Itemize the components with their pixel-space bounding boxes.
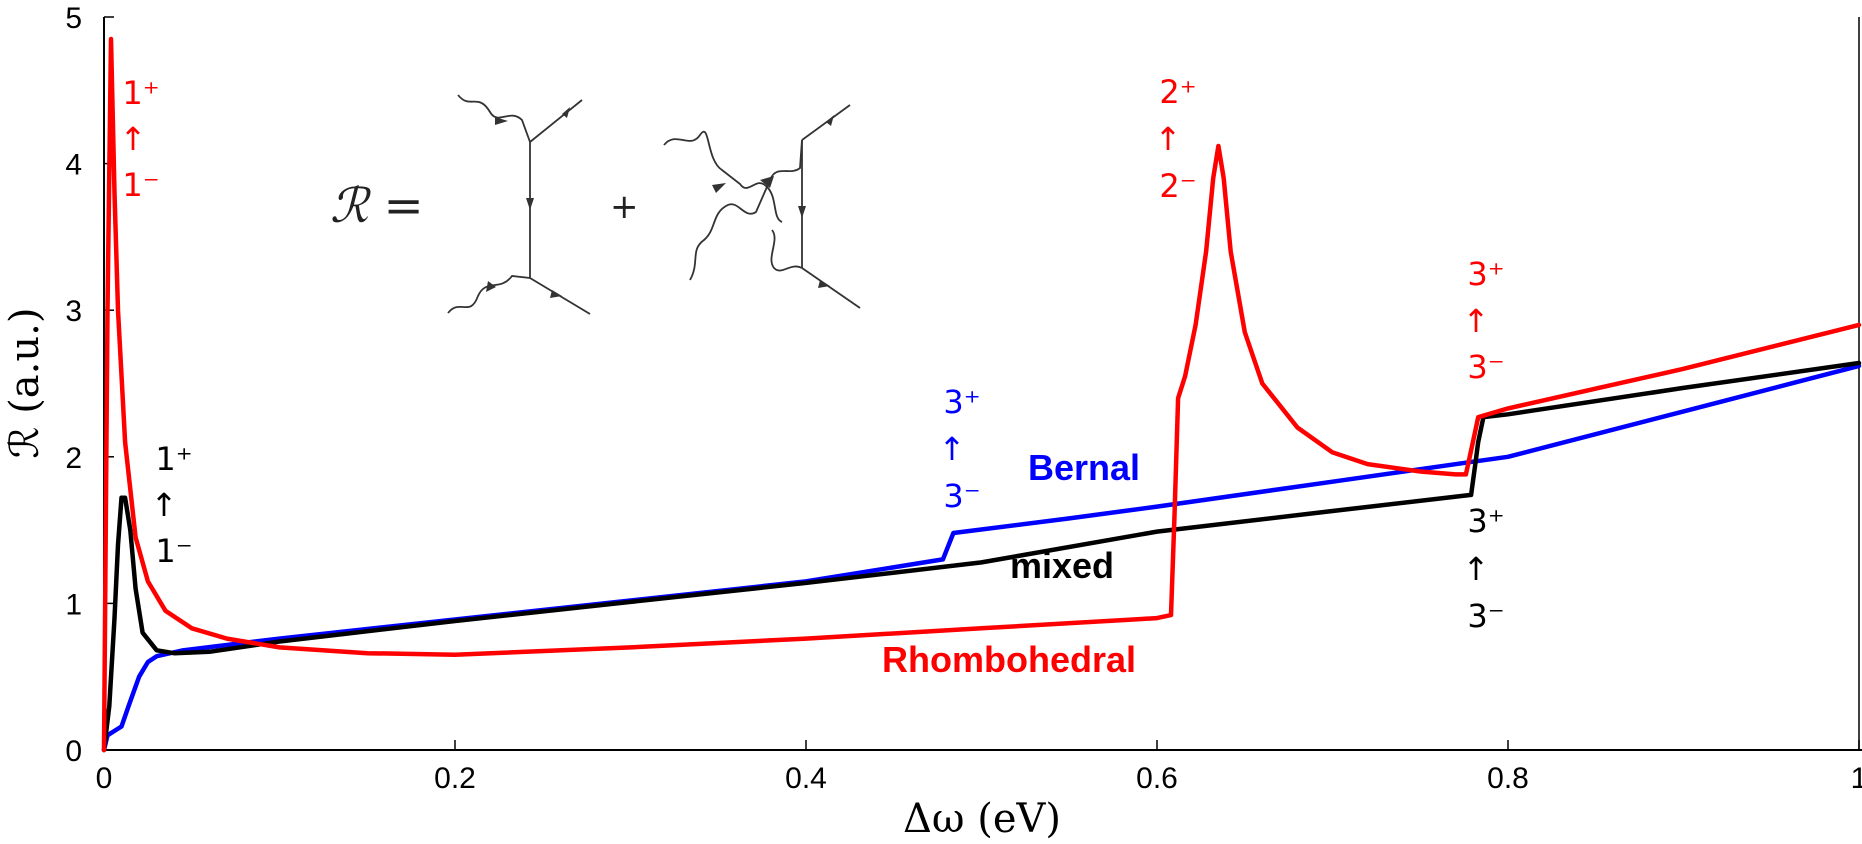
svg-text:↑: ↑ bbox=[1463, 550, 1490, 588]
series-line-mixed bbox=[101, 360, 1862, 753]
x-tick-label: 0.2 bbox=[434, 762, 476, 795]
y-axis-title: ℛ (a.u.) bbox=[2, 308, 48, 459]
svg-text:1⁺: 1⁺ bbox=[155, 440, 192, 478]
svg-text:1⁺: 1⁺ bbox=[122, 74, 159, 112]
curves bbox=[101, 36, 1862, 753]
transition-label-rhombohedral-1: 1⁺ ↑ 1⁻ bbox=[120, 74, 160, 204]
svg-text:↑: ↑ bbox=[939, 430, 966, 468]
series-label-rhombohedral: Rhombohedral bbox=[882, 639, 1136, 680]
transition-label-bernal-3: 3⁺ ↑ 3⁻ bbox=[939, 383, 981, 515]
feynman-diagram-right bbox=[663, 104, 861, 309]
inset-equation-symbol: ℛ = bbox=[330, 178, 424, 234]
svg-text:↑: ↑ bbox=[151, 486, 178, 524]
svg-text:3⁺: 3⁺ bbox=[1467, 255, 1504, 293]
svg-text:3⁻: 3⁻ bbox=[943, 477, 980, 515]
feynman-diagram-inset: ℛ = + bbox=[330, 94, 861, 315]
svg-text:3⁺: 3⁺ bbox=[943, 383, 980, 421]
svg-text:1⁻: 1⁻ bbox=[155, 532, 192, 570]
svg-text:1⁻: 1⁻ bbox=[122, 166, 159, 204]
y-tick-label: 2 bbox=[65, 442, 82, 475]
x-tick-label: 1 bbox=[1851, 762, 1862, 795]
y-tick-label: 4 bbox=[65, 149, 82, 182]
transition-label-mixed-3: 3⁺ ↑ 3⁻ bbox=[1463, 502, 1505, 635]
y-tick-label: 5 bbox=[65, 2, 82, 35]
transition-label-mixed-1: 1⁺ ↑ 1⁻ bbox=[151, 440, 193, 570]
series-line-bernal bbox=[101, 363, 1862, 753]
y-tick-label: 3 bbox=[65, 295, 82, 328]
x-axis-title: Δω (eV) bbox=[903, 796, 1061, 842]
transition-label-rhombohedral-2: 2⁺ ↑ 2⁻ bbox=[1155, 73, 1197, 205]
svg-text:2⁺: 2⁺ bbox=[1159, 73, 1196, 111]
y-tick-label: 0 bbox=[65, 735, 82, 768]
svg-text:3⁻: 3⁻ bbox=[1467, 597, 1504, 635]
x-tick-label: 0.6 bbox=[1136, 762, 1178, 795]
series-label-mixed: mixed bbox=[1010, 545, 1114, 586]
svg-text:3⁺: 3⁺ bbox=[1467, 502, 1504, 540]
feynman-diagram-left bbox=[447, 94, 591, 315]
y-tick-label: 1 bbox=[65, 588, 82, 621]
svg-text:3⁻: 3⁻ bbox=[1467, 348, 1504, 386]
svg-text:↑: ↑ bbox=[1463, 302, 1490, 340]
transition-label-rhombohedral-3: 3⁺ ↑ 3⁻ bbox=[1463, 255, 1505, 386]
svg-text:↑: ↑ bbox=[120, 120, 147, 158]
series-label-bernal: Bernal bbox=[1028, 447, 1140, 488]
series-line-rhombohedral bbox=[101, 36, 1862, 753]
ticks: 0 0.2 0.4 0.6 0.8 1 0 1 2 3 4 5 bbox=[65, 2, 1862, 795]
inset-plus-sign: + bbox=[610, 187, 639, 227]
svg-text:2⁻: 2⁻ bbox=[1159, 167, 1196, 205]
x-tick-label: 0.4 bbox=[785, 762, 827, 795]
x-tick-label: 0.8 bbox=[1487, 762, 1529, 795]
x-tick-label: 0 bbox=[96, 762, 113, 795]
svg-text:↑: ↑ bbox=[1155, 120, 1182, 158]
